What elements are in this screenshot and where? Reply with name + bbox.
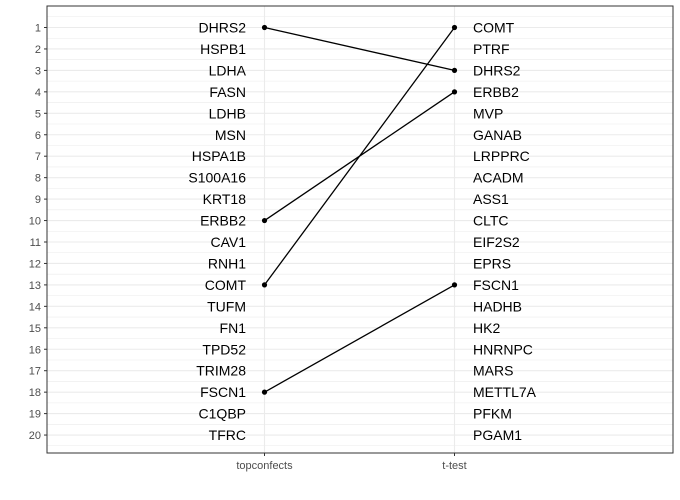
- gene-label-ttest: PFKM: [473, 406, 512, 422]
- gene-label-ttest: GANAB: [473, 127, 522, 143]
- gene-label-topconfects: FN1: [220, 320, 247, 336]
- gene-label-ttest: FSCN1: [473, 277, 519, 293]
- gene-label-topconfects: COMT: [205, 277, 247, 293]
- gene-label-topconfects: TRIM28: [196, 363, 246, 379]
- y-tick-label: 2: [35, 44, 41, 56]
- gene-label-ttest: PTRF: [473, 41, 510, 57]
- link-points: [261, 24, 458, 395]
- gene-label-topconfects: DHRS2: [199, 20, 247, 36]
- gene-label-topconfects: TFRC: [209, 427, 246, 443]
- gene-label-topconfects: C1QBP: [199, 406, 246, 422]
- gene-label-ttest: EPRS: [473, 255, 511, 271]
- gene-label-ttest: COMT: [473, 20, 515, 36]
- gene-label-topconfects: RNH1: [208, 255, 246, 271]
- y-tick-label: 11: [30, 237, 41, 249]
- gene-label-topconfects: FASN: [209, 84, 246, 100]
- gene-label-ttest: MVP: [473, 105, 503, 121]
- gene-label-ttest: METTL7A: [473, 384, 537, 400]
- gene-label-ttest: EIF2S2: [473, 234, 520, 250]
- gene-label-ttest: HADHB: [473, 298, 522, 314]
- gene-label-ttest: PGAM1: [473, 427, 522, 443]
- gene-label-ttest: CLTC: [473, 213, 509, 229]
- y-tick-label: 8: [35, 173, 41, 185]
- panel-border: [46, 5, 674, 454]
- y-tick-label: 13: [29, 280, 41, 292]
- y-tick-label: 9: [35, 194, 41, 206]
- y-tick-label: 19: [29, 409, 41, 421]
- point-topconfects-dhrs2: [261, 24, 268, 31]
- gene-label-topconfects: LDHB: [209, 105, 246, 121]
- x-tick-label: t-test: [442, 460, 466, 472]
- link-line-comt: [263, 27, 456, 286]
- y-tick-label: 16: [29, 344, 41, 356]
- y-tick-label: 14: [29, 301, 41, 313]
- gene-label-topconfects: CAV1: [210, 234, 246, 250]
- gene-label-topconfects: MSN: [215, 127, 246, 143]
- y-tick-label: 7: [35, 151, 41, 163]
- gene-label-ttest: HNRNPC: [473, 341, 533, 357]
- gene-label-topconfects: LDHA: [209, 62, 247, 78]
- point-ttest-fscn1: [451, 282, 458, 288]
- gene-label-topconfects: S100A16: [188, 170, 246, 186]
- gene-label-topconfects: ERBB2: [200, 213, 246, 229]
- y-tick-label: 6: [35, 130, 41, 142]
- gene-label-ttest: HK2: [473, 320, 500, 336]
- link-lines: [263, 26, 456, 393]
- y-tick-label: 5: [35, 108, 41, 120]
- y-tick-label: 17: [29, 366, 41, 378]
- gene-label-ttest: ERBB2: [473, 84, 519, 100]
- y-tick-label: 18: [29, 387, 41, 399]
- gene-label-topconfects: KRT18: [203, 191, 247, 207]
- link-line-dhrs2: [264, 26, 455, 72]
- y-tick-label: 1: [35, 23, 41, 35]
- x-tick-label: topconfects: [236, 460, 293, 472]
- point-topconfects-comt: [261, 282, 268, 288]
- gene-label-topconfects: FSCN1: [200, 384, 246, 400]
- axes: 1234567891011121314151617181920topconfec…: [29, 23, 467, 473]
- y-tick-label: 15: [29, 323, 41, 335]
- point-ttest-comt: [451, 24, 458, 31]
- gene-label-topconfects: HSPA1B: [192, 148, 246, 164]
- point-ttest-erbb2: [451, 89, 458, 95]
- point-topconfects-erbb2: [261, 217, 268, 224]
- y-tick-label: 20: [29, 430, 41, 442]
- y-tick-label: 4: [35, 87, 41, 99]
- gene-label-ttest: LRPPRC: [473, 148, 530, 164]
- gene-labels: DHRS2 HSPB1 LDHA FASN LDHB MSN HSPA1B S100A16 KR…: [188, 20, 536, 444]
- gene-label-ttest: DHRS2: [473, 62, 521, 78]
- gene-label-ttest: ASS1: [473, 191, 509, 207]
- point-ttest-dhrs2: [451, 67, 458, 73]
- point-topconfects-fscn1: [261, 389, 268, 395]
- y-tick-label: 12: [29, 258, 41, 270]
- y-tick-label: 3: [35, 65, 41, 77]
- gene-label-topconfects: TPD52: [202, 341, 246, 357]
- y-tick-label: 10: [29, 216, 41, 228]
- gene-label-topconfects: TUFM: [207, 298, 246, 314]
- gene-label-topconfects: HSPB1: [200, 41, 246, 57]
- gene-label-ttest: MARS: [473, 363, 513, 379]
- link-line-fscn1: [264, 284, 455, 393]
- gene-label-ttest: ACADM: [473, 170, 524, 186]
